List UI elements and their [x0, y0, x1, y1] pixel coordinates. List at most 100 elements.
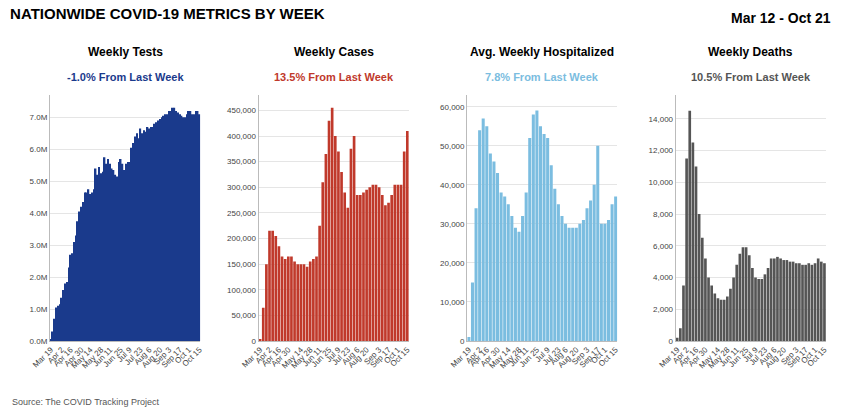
svg-text:100,000: 100,000	[227, 286, 256, 295]
svg-text:Apr 30: Apr 30	[479, 345, 502, 368]
svg-text:Jul 9: Jul 9	[324, 345, 343, 364]
svg-text:Jul 9: Jul 9	[534, 345, 553, 364]
svg-text:350,000: 350,000	[227, 157, 256, 166]
svg-text:Apr 16: Apr 16	[677, 345, 700, 368]
svg-text:Jun 11: Jun 11	[718, 345, 741, 368]
svg-text:Aug 6: Aug 6	[132, 345, 154, 367]
svg-text:-1.0% From Last Week: -1.0% From Last Week	[67, 71, 184, 83]
svg-text:60,000: 60,000	[440, 103, 465, 112]
svg-text:Source: The COVID Tracking Pro: Source: The COVID Tracking Project	[12, 397, 159, 407]
svg-text:Jul 23: Jul 23	[541, 345, 563, 367]
svg-text:Sep 3: Sep 3	[779, 345, 801, 367]
svg-text:Apr 2: Apr 2	[464, 345, 484, 365]
svg-text:4.0M: 4.0M	[30, 209, 48, 218]
svg-text:Jul 23: Jul 23	[748, 345, 770, 367]
svg-text:250,000: 250,000	[227, 209, 256, 218]
svg-text:450,000: 450,000	[227, 106, 256, 115]
svg-text:0: 0	[669, 337, 674, 346]
svg-text:30,000: 30,000	[440, 220, 465, 229]
svg-text:Oct 15: Oct 15	[806, 345, 829, 368]
svg-text:300,000: 300,000	[227, 183, 256, 192]
svg-text:May 14: May 14	[280, 345, 305, 370]
svg-text:4,000: 4,000	[653, 273, 674, 282]
svg-text:Apr 16: Apr 16	[468, 345, 491, 368]
svg-text:Mar 19: Mar 19	[31, 345, 55, 369]
svg-text:Aug 20: Aug 20	[764, 345, 789, 370]
svg-text:0: 0	[460, 337, 465, 346]
svg-text:May 28: May 28	[707, 345, 732, 370]
svg-text:Apr 16: Apr 16	[260, 345, 283, 368]
svg-text:May 14: May 14	[70, 345, 95, 370]
svg-text:NATIONWIDE COVID-19 METRICS BY: NATIONWIDE COVID-19 METRICS BY WEEK	[10, 5, 325, 22]
svg-text:Jun 25: Jun 25	[310, 345, 334, 369]
svg-text:Jun 11: Jun 11	[91, 345, 114, 368]
svg-text:Aug 20: Aug 20	[347, 345, 372, 370]
svg-text:13.5% From Last Week: 13.5% From Last Week	[274, 71, 394, 83]
svg-text:Jun 11: Jun 11	[507, 345, 530, 368]
svg-text:1.0M: 1.0M	[30, 305, 48, 314]
svg-text:Apr 30: Apr 30	[270, 345, 293, 368]
svg-text:6,000: 6,000	[653, 242, 674, 251]
svg-text:Apr 2: Apr 2	[254, 345, 274, 365]
svg-text:Weekly Tests: Weekly Tests	[88, 45, 163, 59]
svg-text:Apr 16: Apr 16	[52, 345, 75, 368]
svg-text:Sep 3: Sep 3	[362, 345, 384, 367]
svg-text:Aug 20: Aug 20	[140, 345, 165, 370]
svg-text:Mar 19: Mar 19	[657, 345, 681, 369]
svg-text:Jul 9: Jul 9	[116, 345, 135, 364]
svg-text:Aug 6: Aug 6	[549, 345, 571, 367]
svg-text:Sep 3: Sep 3	[152, 345, 174, 367]
svg-text:Apr 2: Apr 2	[671, 345, 691, 365]
svg-text:Sep 17: Sep 17	[786, 345, 811, 370]
svg-text:May 28: May 28	[80, 345, 105, 370]
svg-text:Sep 17: Sep 17	[368, 345, 393, 370]
svg-text:Oct 15: Oct 15	[597, 345, 620, 368]
svg-text:3.0M: 3.0M	[30, 241, 48, 250]
svg-text:Sep 17: Sep 17	[578, 345, 603, 370]
svg-text:Aug 6: Aug 6	[340, 345, 362, 367]
svg-text:12,000: 12,000	[649, 146, 674, 155]
svg-text:Jul 23: Jul 23	[331, 345, 353, 367]
svg-text:20,000: 20,000	[440, 259, 465, 268]
svg-text:8,000: 8,000	[653, 210, 674, 219]
svg-text:Apr 30: Apr 30	[687, 345, 710, 368]
svg-text:May 28: May 28	[498, 345, 523, 370]
svg-text:0.0M: 0.0M	[30, 337, 48, 346]
svg-text:Mar 12 - Oct 21: Mar 12 - Oct 21	[731, 10, 831, 26]
svg-text:Sep 17: Sep 17	[160, 345, 185, 370]
svg-text:Mar 19: Mar 19	[449, 345, 473, 369]
svg-text:2,000: 2,000	[653, 305, 674, 314]
svg-text:May 14: May 14	[488, 345, 513, 370]
svg-text:Mar 19: Mar 19	[240, 345, 264, 369]
svg-text:Jun 25: Jun 25	[518, 345, 542, 369]
svg-text:Oct 1: Oct 1	[589, 345, 609, 365]
svg-text:5.0M: 5.0M	[30, 177, 48, 186]
svg-text:Weekly Deaths: Weekly Deaths	[708, 45, 793, 59]
svg-text:Aug 6: Aug 6	[757, 345, 779, 367]
svg-text:Jun 25: Jun 25	[102, 345, 126, 369]
svg-text:14,000: 14,000	[649, 115, 674, 124]
svg-text:Apr 2: Apr 2	[46, 345, 66, 365]
svg-text:200,000: 200,000	[227, 234, 256, 243]
svg-text:6.0M: 6.0M	[30, 145, 48, 154]
svg-text:Jul 23: Jul 23	[123, 345, 145, 367]
svg-text:Jun 11: Jun 11	[301, 345, 324, 368]
svg-text:400,000: 400,000	[227, 132, 256, 141]
svg-text:Apr 30: Apr 30	[63, 345, 86, 368]
svg-text:7.0M: 7.0M	[30, 113, 48, 122]
svg-text:Weekly Cases: Weekly Cases	[294, 45, 374, 59]
svg-text:Aug 20: Aug 20	[556, 345, 581, 370]
svg-text:May 28: May 28	[290, 345, 315, 370]
svg-text:2.0M: 2.0M	[30, 273, 48, 282]
svg-text:Oct 15: Oct 15	[389, 345, 412, 368]
svg-text:50,000: 50,000	[440, 142, 465, 151]
svg-text:Jun 25: Jun 25	[727, 345, 751, 369]
svg-text:10,000: 10,000	[649, 178, 674, 187]
svg-text:7.8% From Last Week: 7.8% From Last Week	[485, 71, 599, 83]
svg-text:50,000: 50,000	[231, 311, 256, 320]
svg-text:150,000: 150,000	[227, 260, 256, 269]
svg-text:Oct 1: Oct 1	[173, 345, 193, 365]
svg-text:10,000: 10,000	[440, 298, 465, 307]
svg-text:May 14: May 14	[697, 345, 722, 370]
svg-text:Avg. Weekly Hospitalized: Avg. Weekly Hospitalized	[470, 45, 614, 59]
